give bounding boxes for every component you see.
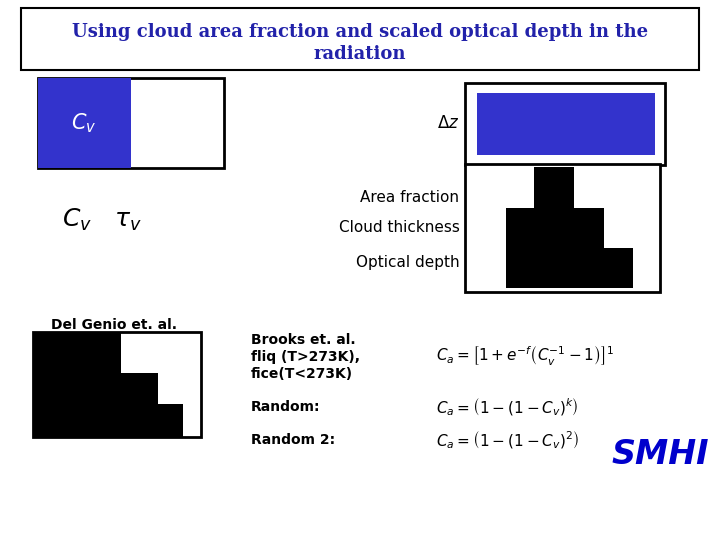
Bar — [465, 164, 660, 292]
Text: Random 2:: Random 2: — [251, 433, 335, 447]
Text: Brooks et. al.: Brooks et. al. — [251, 333, 356, 347]
Text: $C_a = \left(1 - \left(1 - C_v\right)^2\right)$: $C_a = \left(1 - \left(1 - C_v\right)^2\… — [436, 429, 580, 451]
Bar — [506, 248, 633, 288]
Bar — [38, 78, 131, 168]
Text: Optical depth: Optical depth — [356, 254, 459, 269]
Bar — [33, 404, 183, 437]
Bar — [506, 208, 603, 252]
Text: $C_a = \left[1 + e^{-f}\left(C_v^{-1} - 1\right)\right]^1$: $C_a = \left[1 + e^{-f}\left(C_v^{-1} - … — [436, 345, 615, 368]
Text: fice(T<273K): fice(T<273K) — [251, 367, 353, 381]
Text: $C_a$: $C_a$ — [548, 167, 568, 187]
Text: $C_v$   $\tau_v$: $C_v$ $\tau_v$ — [62, 207, 142, 233]
Text: Del Genio et. al.: Del Genio et. al. — [51, 318, 177, 332]
Text: Using cloud area fraction and scaled optical depth in the: Using cloud area fraction and scaled opt… — [72, 23, 648, 41]
Text: $C_v$: $C_v$ — [71, 111, 96, 135]
Text: $C_a = \left(1 - \left(1 - C_v\right)^k\right)$: $C_a = \left(1 - \left(1 - C_v\right)^k\… — [436, 396, 579, 418]
Bar — [534, 167, 575, 212]
Bar — [38, 78, 223, 168]
Text: Area fraction: Area fraction — [361, 191, 459, 206]
Bar — [33, 332, 121, 377]
Text: SMHI: SMHI — [611, 438, 709, 471]
Text: Random:: Random: — [251, 400, 320, 414]
Bar — [21, 8, 699, 70]
Text: radiation: radiation — [314, 45, 406, 63]
Bar — [33, 373, 158, 407]
Text: fliq (T>273K),: fliq (T>273K), — [251, 350, 360, 364]
Text: Cloud thickness: Cloud thickness — [338, 220, 459, 235]
Bar — [33, 332, 201, 437]
Bar — [477, 93, 655, 155]
Text: $\Delta z$: $\Delta z$ — [437, 116, 459, 132]
Bar — [465, 83, 665, 165]
